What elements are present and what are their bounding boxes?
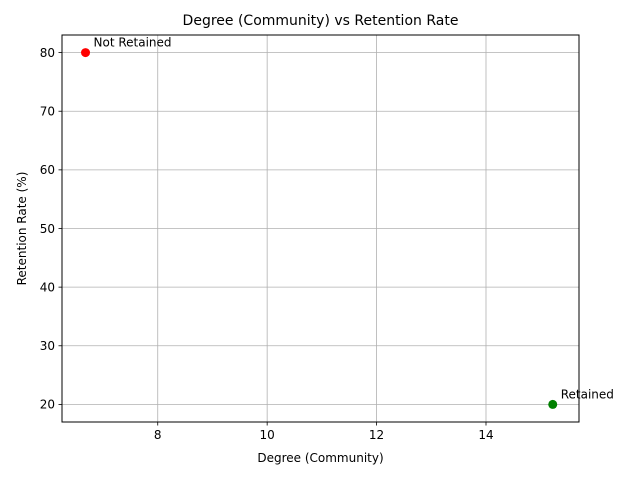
grid (62, 35, 579, 422)
y-axis-label: Retention Rate (%) (15, 172, 29, 286)
point-annotations: Not Retained Retained (94, 36, 614, 402)
data-point (548, 399, 558, 409)
point-label: Not Retained (94, 36, 172, 50)
chart-title: Degree (Community) vs Retention Rate (183, 13, 459, 29)
y-tick-label: 30 (40, 339, 55, 353)
y-tick-label: 50 (40, 222, 55, 236)
x-axis-ticks: 8 10 12 14 (154, 422, 494, 442)
point-label: Retained (561, 387, 614, 401)
y-tick-label: 80 (40, 46, 55, 60)
x-tick-label: 12 (369, 428, 384, 442)
y-axis-ticks: 20 30 40 50 60 70 80 (40, 46, 62, 412)
y-tick-label: 20 (40, 398, 55, 412)
y-tick-label: 60 (40, 163, 55, 177)
x-axis-label: Degree (Community) (257, 451, 383, 465)
y-tick-label: 70 (40, 105, 55, 119)
x-tick-label: 14 (478, 428, 493, 442)
y-tick-label: 40 (40, 280, 55, 294)
data-point (81, 48, 91, 58)
x-tick-label: 8 (154, 428, 162, 442)
x-tick-label: 10 (260, 428, 275, 442)
data-points (81, 48, 558, 409)
